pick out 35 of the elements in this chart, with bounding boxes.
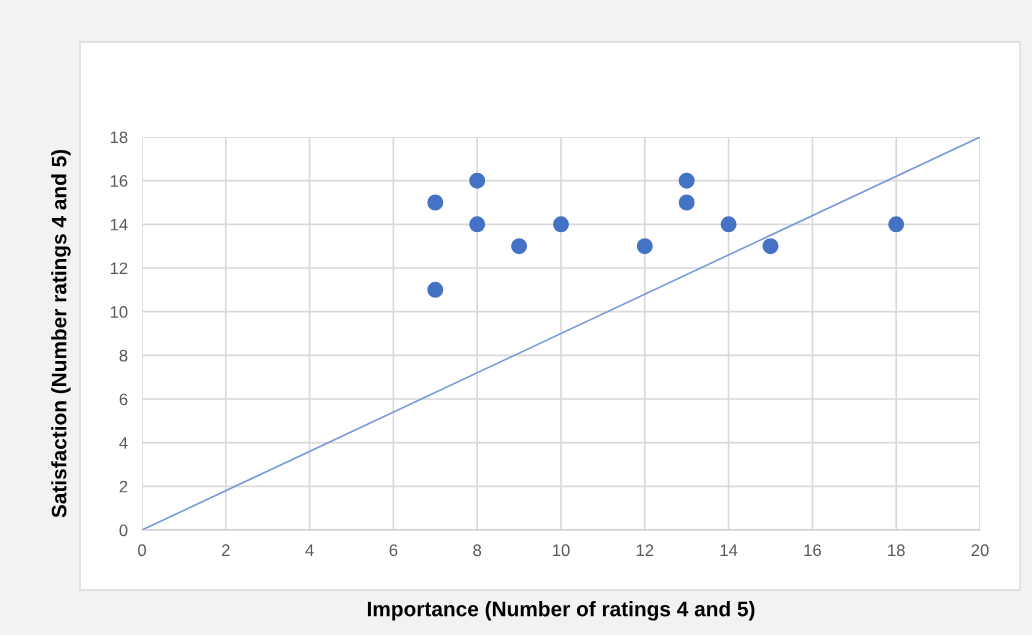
x-tick-label: 18: [888, 544, 905, 557]
y-tick-label: 8: [119, 349, 128, 362]
point: [511, 238, 528, 255]
point: [427, 281, 444, 298]
x-tick-label: 0: [138, 544, 146, 557]
y-tick-label: 16: [110, 175, 128, 187]
x-tick-label: 14: [720, 544, 738, 556]
x-tick-label: 20: [971, 544, 989, 557]
x-tick-label: 6: [389, 544, 398, 557]
point: [678, 172, 695, 189]
x-tick-label: 2: [222, 544, 230, 556]
y-tick-label: 18: [110, 131, 128, 144]
point: [888, 216, 905, 233]
point: [469, 216, 486, 233]
point: [678, 194, 695, 211]
y-tick-label: 6: [119, 393, 128, 406]
point: [553, 216, 569, 233]
point: [469, 172, 486, 189]
x-tick-label: 12: [636, 544, 654, 556]
x-tick-label: 10: [553, 544, 570, 557]
x-tick-label: 4: [305, 544, 314, 556]
y-axis-title: Satisfaction (Number ratings 4 and 5): [51, 149, 71, 518]
x-tick-label: 16: [804, 544, 821, 557]
y-tick-label: 0: [119, 524, 128, 537]
point: [720, 216, 737, 233]
point: [427, 194, 444, 211]
point: [636, 238, 653, 255]
point: [762, 238, 779, 255]
y-tick-label: 14: [110, 218, 128, 231]
y-tick-label: 10: [110, 306, 128, 318]
x-axis-title: Importance (Number of ratings 4 and 5): [367, 601, 755, 621]
y-tick-label: 12: [110, 262, 128, 275]
y-tick-label: 2: [119, 480, 128, 493]
x-tick-label: 8: [473, 544, 482, 557]
y-tick-label: 4: [119, 437, 128, 449]
